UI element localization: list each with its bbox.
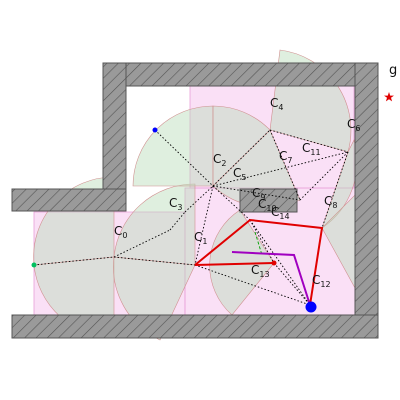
label-c8: C8 <box>324 194 337 210</box>
edge <box>169 211 186 231</box>
purple-path <box>231 251 311 306</box>
edge <box>212 185 301 201</box>
label-c7: C7 <box>279 149 292 165</box>
label-c3: C3 <box>169 196 182 212</box>
red-path <box>194 218 324 306</box>
edge <box>249 219 275 264</box>
start-node <box>31 262 37 268</box>
fov-sector-c1 <box>113 183 196 266</box>
label-c6: C6 <box>347 117 360 133</box>
local-edge <box>254 231 263 256</box>
edge <box>194 264 311 306</box>
edge <box>269 129 301 201</box>
robot-position <box>305 301 317 313</box>
wall-left-ledge <box>11 188 127 212</box>
edge <box>269 129 349 153</box>
nodes <box>31 127 317 313</box>
goal-label: g <box>389 63 397 78</box>
fov-sectors <box>33 49 373 341</box>
label-c13: C13 <box>251 263 270 279</box>
red-path-branch <box>194 262 275 266</box>
label-c11: C11 <box>302 141 321 157</box>
edge <box>212 129 271 187</box>
edge <box>273 262 311 306</box>
edge <box>321 151 349 229</box>
label-c2: C2 <box>213 152 226 168</box>
edge <box>212 151 349 187</box>
edge <box>33 256 115 266</box>
label-c10: C10 <box>258 197 277 213</box>
fov-sector-c4 <box>212 105 271 187</box>
edge <box>184 185 214 213</box>
wall-obstacle-box <box>239 188 298 213</box>
goal-star-icon <box>384 92 394 102</box>
edge <box>212 185 251 221</box>
wall-right <box>354 62 379 339</box>
node-c13 <box>271 260 277 266</box>
label-c5: C5 <box>233 166 246 182</box>
label-c1: C1 <box>194 230 207 246</box>
wall-top <box>102 62 379 87</box>
label-c9: C9 <box>252 186 265 202</box>
goal-marker: g <box>384 63 397 102</box>
label-c14: C14 <box>271 205 290 221</box>
edge <box>299 151 349 201</box>
edge <box>154 129 214 187</box>
wall-upper-left-vertical <box>102 62 127 190</box>
walls <box>11 62 379 339</box>
cell-labels: C0 C1 C2 C3 C4 C5 C6 C7 C8 C9 C10 C11 C1… <box>114 96 360 289</box>
label-c0: C0 <box>114 224 127 240</box>
wall-bottom <box>11 314 379 339</box>
label-c4: C4 <box>270 96 283 112</box>
edge <box>194 185 214 266</box>
fov-sector-c13 <box>209 209 275 316</box>
edge <box>113 256 196 266</box>
label-c12: C12 <box>312 273 331 289</box>
node-blue <box>152 127 158 133</box>
